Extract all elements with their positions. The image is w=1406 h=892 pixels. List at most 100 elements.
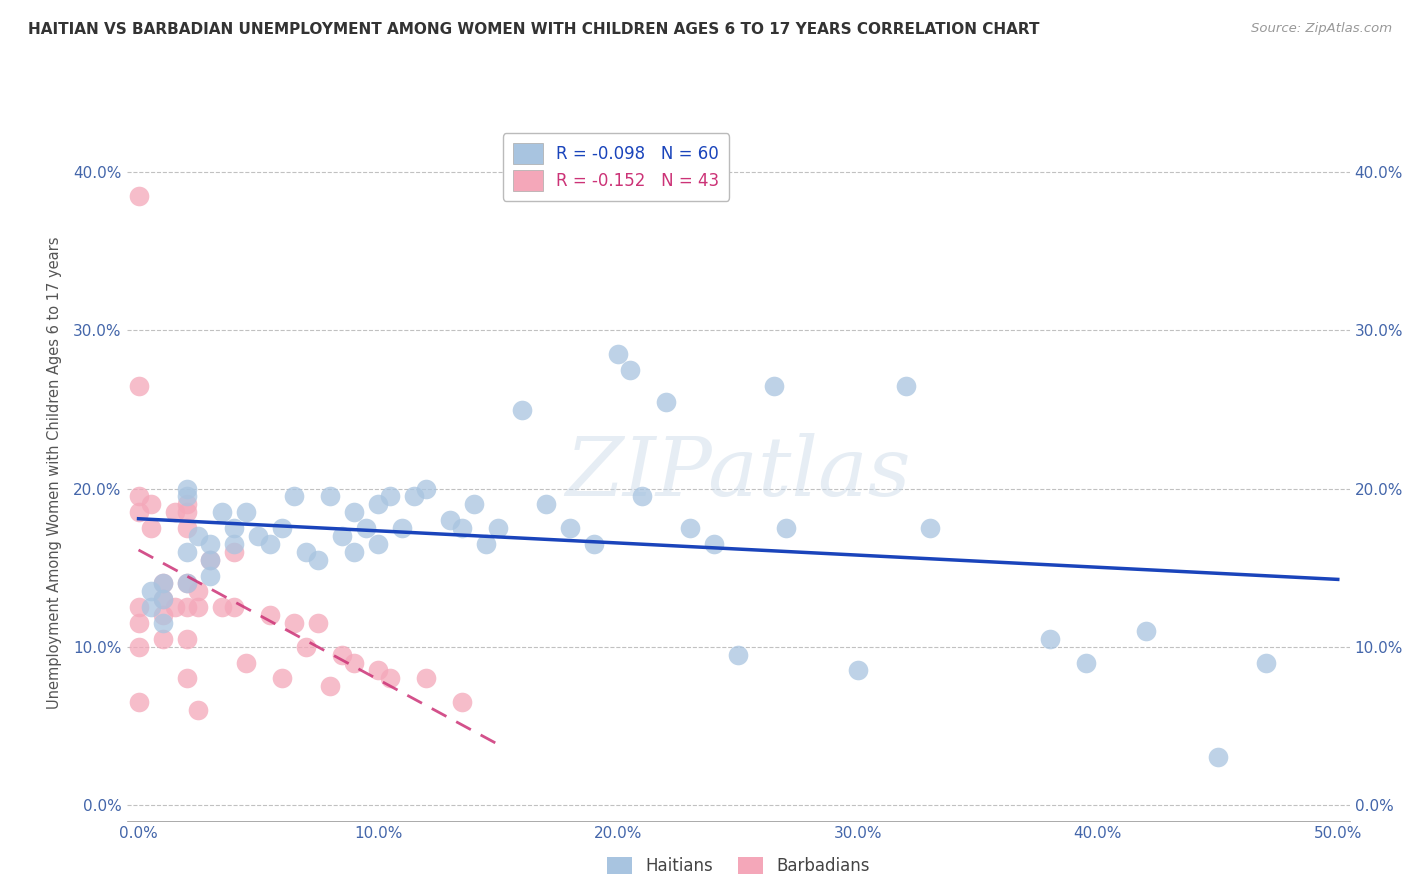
Point (176, 505, 198, 519)
Point (176, 482, 198, 496)
Point (247, 529, 270, 543)
Point (176, 576, 198, 591)
Point (271, 521, 294, 535)
Point (367, 664, 389, 678)
Text: Source: ZipAtlas.com: Source: ZipAtlas.com (1251, 22, 1392, 36)
Point (332, 529, 354, 543)
Y-axis label: Unemployment Among Women with Children Ages 6 to 17 years: Unemployment Among Women with Children A… (46, 236, 62, 709)
Point (391, 521, 413, 535)
Point (259, 537, 281, 551)
Point (271, 671, 294, 685)
Point (128, 695, 150, 709)
Point (176, 600, 198, 615)
Point (475, 537, 498, 551)
Point (343, 505, 366, 519)
Point (560, 521, 582, 535)
Point (1135, 624, 1157, 638)
Point (200, 537, 222, 551)
Point (200, 552, 222, 567)
Point (679, 521, 702, 535)
Point (187, 584, 209, 599)
Point (152, 608, 174, 623)
Text: ZIPatlas: ZIPatlas (565, 433, 911, 513)
Point (139, 497, 162, 511)
Point (380, 490, 402, 504)
Point (356, 521, 378, 535)
Point (451, 521, 474, 535)
Point (1206, 750, 1229, 764)
Point (451, 695, 474, 709)
Point (846, 664, 869, 678)
Point (152, 592, 174, 607)
Point (894, 378, 917, 392)
Point (224, 537, 246, 551)
Point (139, 600, 162, 615)
Point (152, 615, 174, 630)
Point (187, 529, 209, 543)
Point (583, 537, 606, 551)
Point (510, 402, 533, 417)
Point (152, 576, 174, 591)
Point (380, 671, 402, 685)
Point (176, 576, 198, 591)
Point (763, 378, 786, 392)
Point (200, 552, 222, 567)
Point (1074, 656, 1097, 670)
Point (486, 521, 509, 535)
Point (139, 584, 162, 599)
Point (128, 640, 150, 654)
Point (187, 600, 209, 615)
Point (176, 632, 198, 646)
Point (176, 521, 198, 535)
Point (235, 505, 257, 519)
Point (176, 671, 198, 685)
Point (139, 521, 162, 535)
Point (415, 482, 437, 496)
Point (918, 521, 941, 535)
Point (152, 632, 174, 646)
Point (631, 490, 654, 504)
Point (655, 394, 678, 409)
Point (176, 545, 198, 559)
Point (307, 615, 329, 630)
Point (727, 648, 749, 662)
Point (367, 497, 389, 511)
Point (439, 513, 461, 527)
Point (619, 363, 641, 377)
Point (259, 608, 281, 623)
Point (152, 576, 174, 591)
Legend: Haitians, Barbadians: Haitians, Barbadians (600, 850, 876, 882)
Point (200, 568, 222, 582)
Point (128, 615, 150, 630)
Point (775, 521, 797, 535)
Point (343, 545, 366, 559)
Point (463, 497, 485, 511)
Point (211, 600, 233, 615)
Point (415, 671, 437, 685)
Point (224, 521, 246, 535)
Point (128, 378, 150, 392)
Point (163, 505, 186, 519)
Point (128, 505, 150, 519)
Point (319, 679, 342, 693)
Point (176, 497, 198, 511)
Point (295, 545, 318, 559)
Point (607, 347, 630, 361)
Point (128, 490, 150, 504)
Point (283, 615, 305, 630)
Point (1254, 656, 1277, 670)
Point (128, 600, 150, 615)
Point (367, 537, 389, 551)
Point (224, 600, 246, 615)
Point (224, 545, 246, 559)
Point (128, 189, 150, 203)
Point (343, 656, 366, 670)
Point (319, 490, 342, 504)
Point (176, 490, 198, 504)
Point (283, 490, 305, 504)
Point (307, 552, 329, 567)
Point (295, 640, 318, 654)
Point (703, 537, 725, 551)
Point (235, 656, 257, 670)
Point (404, 490, 426, 504)
